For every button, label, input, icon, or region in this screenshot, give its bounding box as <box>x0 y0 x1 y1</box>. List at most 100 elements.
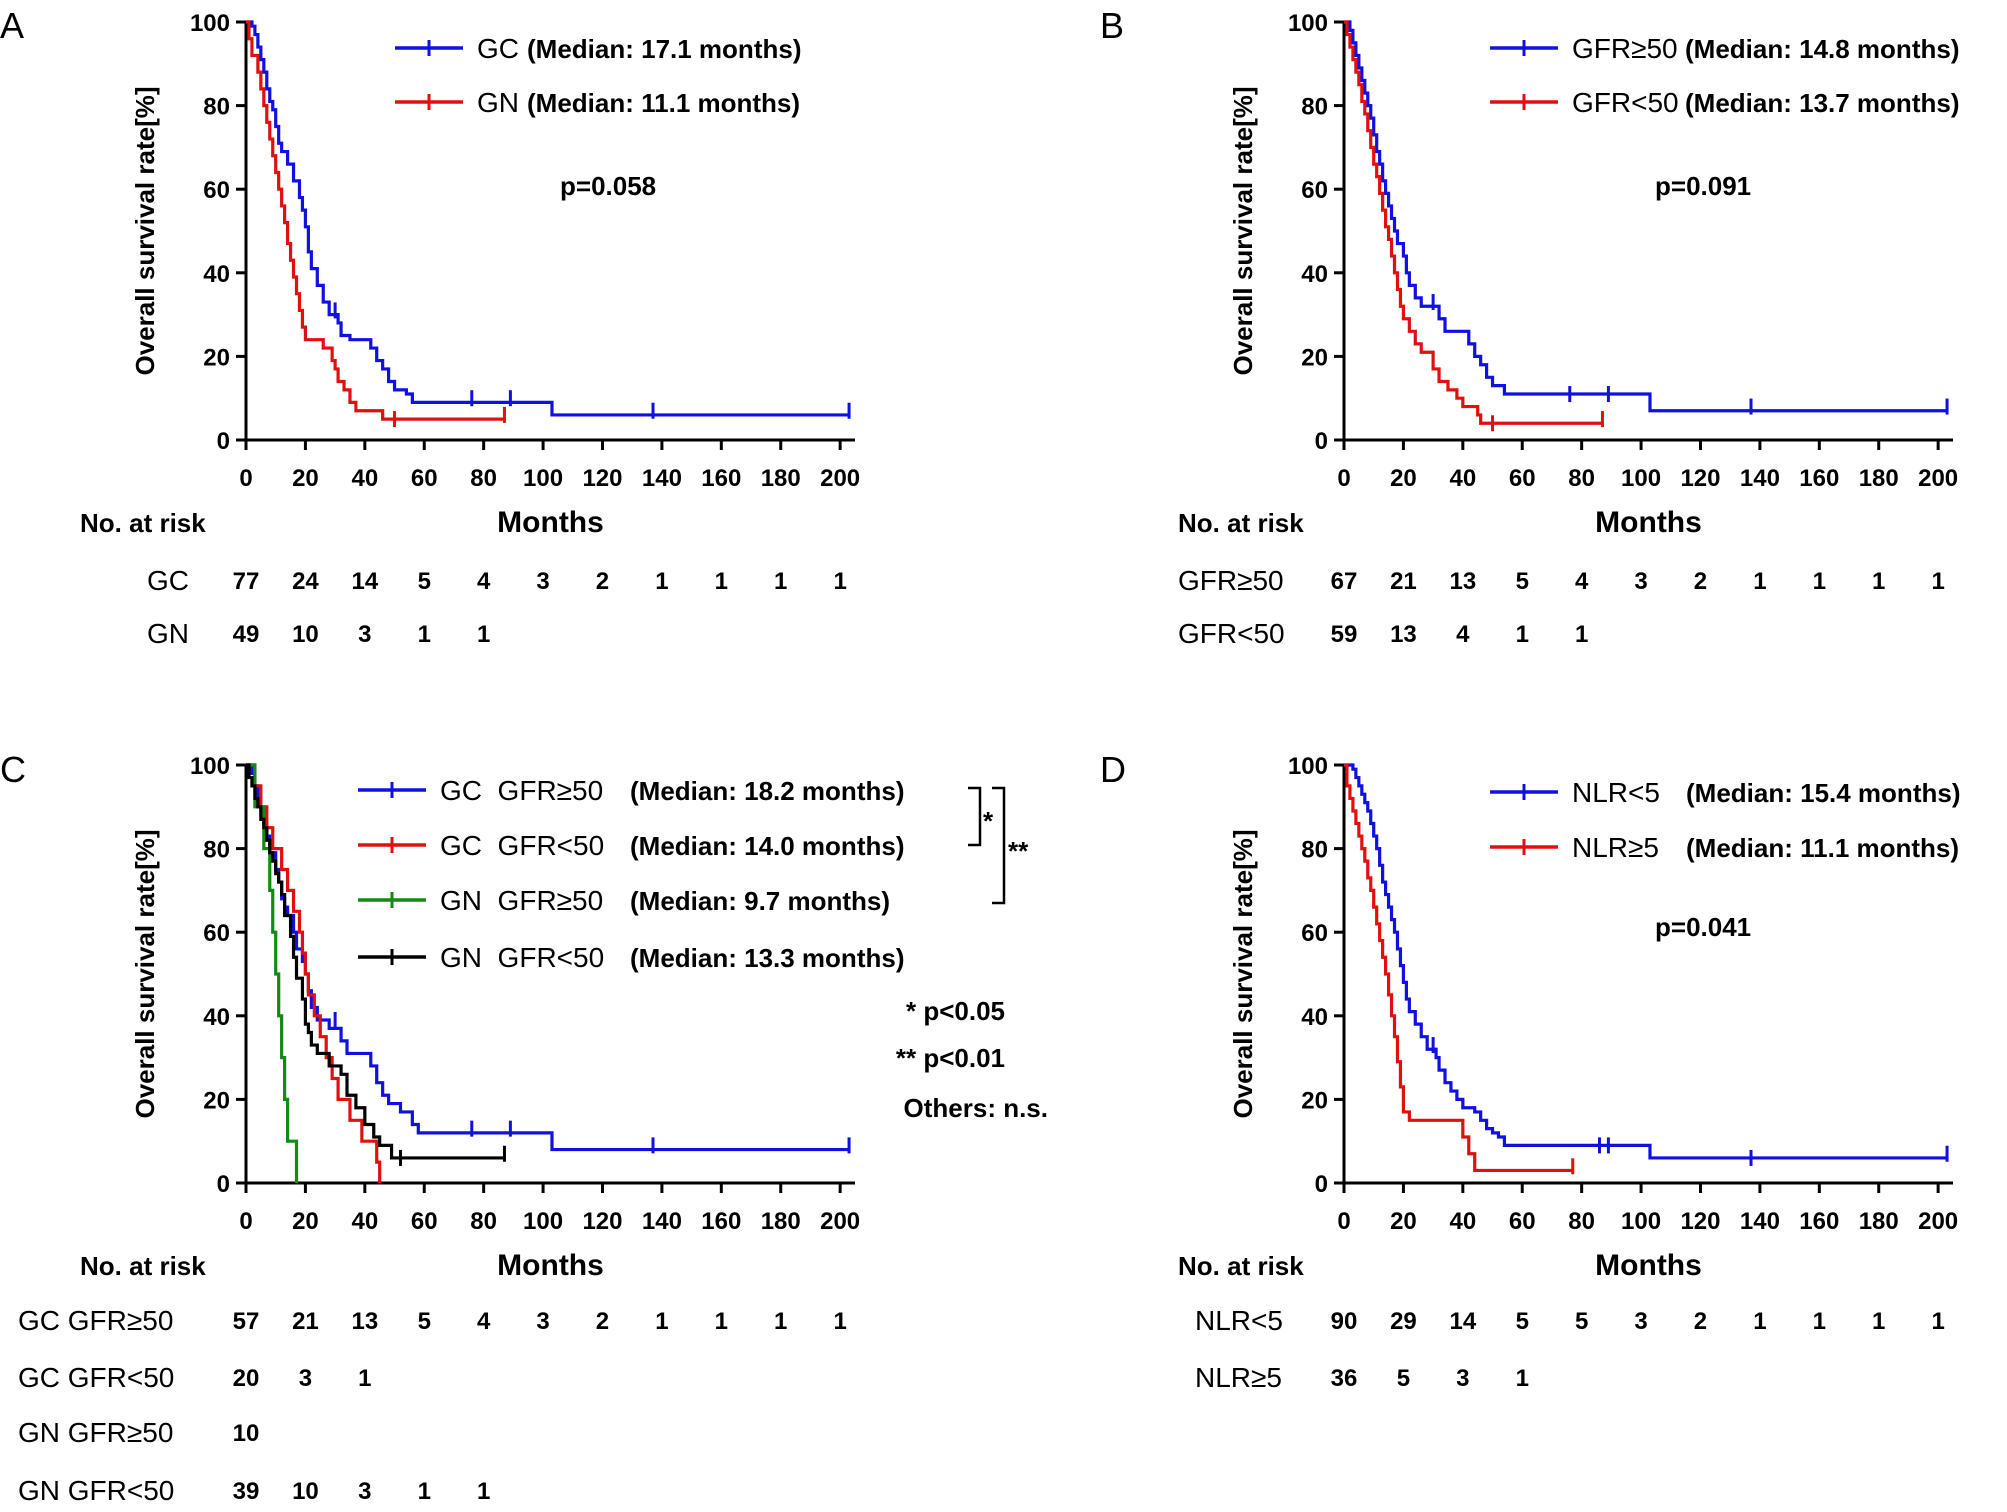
risk-count: 1 <box>1872 1308 1885 1335</box>
risk-table-title: No. at risk <box>80 508 206 538</box>
legend-median: (Median: 13.3 months) <box>630 943 904 973</box>
x-tick-label: 20 <box>1390 465 1417 492</box>
y-tick-label: 80 <box>1301 837 1328 864</box>
p-value: p=0.058 <box>560 171 656 201</box>
x-tick-label: 60 <box>411 1208 438 1235</box>
risk-count: 10 <box>233 1420 260 1447</box>
x-tick-label: 60 <box>1509 1208 1536 1235</box>
risk-count: 1 <box>774 1308 787 1335</box>
x-tick-label: 140 <box>642 1208 682 1235</box>
x-tick-label: 120 <box>1680 1208 1720 1235</box>
legend-label: GFR≥50 <box>1572 33 1678 64</box>
sig-legend-1: * p<0.05 <box>906 996 1005 1026</box>
x-tick-label: 200 <box>820 465 860 492</box>
x-tick-label: 120 <box>582 1208 622 1235</box>
y-axis-title: Overall survival rate[%] <box>130 86 160 375</box>
risk-count: 1 <box>1575 621 1588 648</box>
risk-count: 10 <box>292 621 319 648</box>
sig-legend-2: ** p<0.01 <box>896 1043 1005 1073</box>
km-curve-1 <box>246 20 850 417</box>
x-tick-label: 80 <box>470 465 497 492</box>
legend-label: GFR<50 <box>1572 87 1679 118</box>
y-tick-label: 0 <box>217 1171 230 1198</box>
risk-count: 5 <box>1397 1365 1410 1392</box>
risk-row-label: GN GFR≥50 <box>18 1417 173 1448</box>
risk-count: 4 <box>477 1308 491 1335</box>
legend-label: GC GFR<50 <box>440 830 604 861</box>
risk-count: 36 <box>1331 1365 1358 1392</box>
risk-count: 21 <box>292 1308 319 1335</box>
y-tick-label: 20 <box>1301 1087 1328 1114</box>
x-tick-label: 40 <box>1449 465 1476 492</box>
risk-count: 5 <box>418 568 431 595</box>
risk-count: 1 <box>833 1308 846 1335</box>
risk-count: 5 <box>1516 568 1529 595</box>
legend-label: NLR<5 <box>1572 777 1660 808</box>
x-tick-label: 200 <box>1918 465 1958 492</box>
legend-median: (Median: 15.4 months) <box>1686 778 1960 808</box>
y-tick-label: 40 <box>1301 261 1328 288</box>
risk-count: 39 <box>233 1478 260 1505</box>
panel-letter: D <box>1100 749 1126 790</box>
risk-row-label: GFR≥50 <box>1178 565 1284 596</box>
x-tick-label: 200 <box>820 1208 860 1235</box>
risk-count: 1 <box>774 568 787 595</box>
p-value: p=0.041 <box>1655 912 1751 942</box>
x-tick-label: 100 <box>523 1208 563 1235</box>
legend-median: (Median: 11.1 months) <box>1686 833 1959 863</box>
km-curve-2 <box>246 763 382 1183</box>
risk-count: 1 <box>477 1478 490 1505</box>
legend-label: GN GFR≥50 <box>440 885 603 916</box>
risk-count: 59 <box>1331 621 1358 648</box>
panel-letter: B <box>1100 5 1124 46</box>
risk-count: 24 <box>292 568 319 595</box>
risk-count: 1 <box>418 621 431 648</box>
y-axis-title: Overall survival rate[%] <box>1228 829 1258 1118</box>
risk-count: 20 <box>233 1365 260 1392</box>
risk-row-label: GN GFR<50 <box>18 1475 174 1506</box>
x-tick-label: 100 <box>1621 465 1661 492</box>
risk-count: 1 <box>1931 1308 1944 1335</box>
risk-count: 3 <box>1634 1308 1647 1335</box>
panel-b: B 0 20 40 60 80 100 0 20 40 60 80 100 120 140 160 180 200… <box>1100 5 1959 649</box>
x-tick-label: 20 <box>292 1208 319 1235</box>
y-axis-title: Overall survival rate[%] <box>130 829 160 1118</box>
risk-count: 1 <box>1872 568 1885 595</box>
risk-count: 2 <box>1694 1308 1707 1335</box>
y-tick-label: 80 <box>203 837 230 864</box>
risk-row-label: NLR≥5 <box>1195 1362 1282 1393</box>
risk-count: 1 <box>1931 568 1944 595</box>
risk-table-title: No. at risk <box>1178 1251 1304 1281</box>
risk-count: 77 <box>233 568 260 595</box>
risk-count: 1 <box>715 568 728 595</box>
risk-count: 13 <box>351 1308 378 1335</box>
x-tick-label: 200 <box>1918 1208 1958 1235</box>
risk-count: 13 <box>1449 568 1476 595</box>
risk-count: 3 <box>536 568 549 595</box>
y-tick-label: 100 <box>190 10 230 37</box>
legend-label: GN GFR<50 <box>440 942 604 973</box>
y-tick-label: 60 <box>203 920 230 947</box>
y-tick-label: 100 <box>190 753 230 780</box>
y-tick-label: 100 <box>1288 753 1328 780</box>
km-curve-1 <box>1344 763 1948 1160</box>
y-tick-label: 60 <box>203 177 230 204</box>
x-tick-label: 60 <box>1509 465 1536 492</box>
km-curve-4 <box>246 763 505 1160</box>
risk-row-label: GC <box>147 565 189 596</box>
x-tick-label: 100 <box>523 465 563 492</box>
x-tick-label: 140 <box>1740 1208 1780 1235</box>
risk-count: 1 <box>358 1365 371 1392</box>
x-axis-title: Months <box>1595 1249 1702 1282</box>
risk-count: 1 <box>1753 1308 1766 1335</box>
risk-count: 1 <box>477 621 490 648</box>
risk-count: 21 <box>1390 568 1417 595</box>
risk-count: 3 <box>358 621 371 648</box>
p-value: p=0.091 <box>1655 171 1751 201</box>
risk-count: 1 <box>655 1308 668 1335</box>
x-tick-label: 80 <box>1568 465 1595 492</box>
legend-median: (Median: 13.7 months) <box>1685 88 1959 118</box>
risk-count: 4 <box>477 568 491 595</box>
legend-median: (Median: 9.7 months) <box>630 886 890 916</box>
